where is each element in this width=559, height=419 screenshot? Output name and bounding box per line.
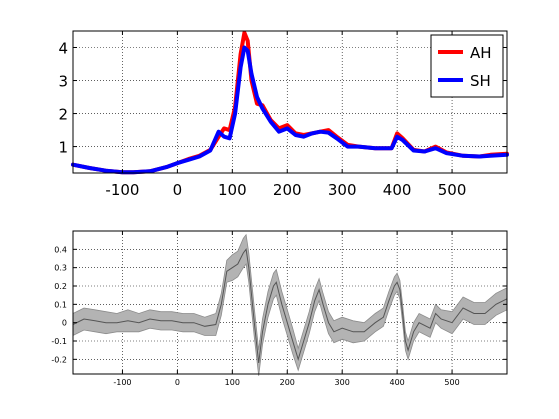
p2-xtick-label: 500 (444, 378, 459, 387)
p2-ytick-label: 0.2 (54, 282, 67, 291)
legend-label-ah: AH (470, 44, 492, 62)
legend: AH SH (430, 34, 504, 98)
bottom-panel: -100 0 100 200 300 400 500 -0.2 -0.1 0 0.1 0.2 0.3 0.… (51, 230, 508, 387)
bottom-plot-frame (72, 230, 508, 375)
top-series (71, 30, 509, 175)
p1-ytick-label: 3 (58, 73, 68, 91)
p2-ytick-label: 0 (62, 319, 67, 328)
p2-xtick-label: 400 (389, 378, 404, 387)
p1-xtick-label: 0 (173, 181, 183, 199)
p2-xtick-label: 100 (225, 378, 240, 387)
p1-xtick-label: 400 (383, 181, 412, 199)
top-plot-frame (72, 30, 508, 174)
mean-difference-line (72, 248, 508, 364)
p1-xtick-label: 500 (438, 181, 467, 199)
bottom-series (72, 248, 508, 364)
p1-ytick-label: 1 (58, 139, 68, 157)
p2-ytick-label: -0.1 (51, 337, 67, 346)
p1-ytick-label: 2 (58, 106, 68, 124)
p1-xtick-label: -100 (105, 181, 139, 199)
bottom-ticks: -100 0 100 200 300 400 500 -0.2 -0.1 0 0.1 0.2 0.3 0.… (51, 231, 507, 387)
p2-xtick-label: 0 (175, 378, 180, 387)
p1-xtick-label: 100 (218, 181, 247, 199)
p1-xtick-label: 200 (273, 181, 302, 199)
p2-ytick-label: 0.4 (54, 245, 67, 254)
p2-ytick-label: 0.3 (54, 264, 67, 273)
p2-xtick-label: 300 (335, 378, 350, 387)
top-panel: -100 0 100 200 300 400 500 1 2 3 4 AH SH (58, 30, 509, 199)
legend-box (430, 34, 504, 98)
series-line-sh (71, 45, 509, 175)
legend-label-sh: SH (470, 72, 491, 90)
top-ticks: -100 0 100 200 300 400 500 1 2 3 4 (58, 31, 507, 199)
p1-ytick-label: 4 (58, 40, 68, 58)
p2-xtick-label: -100 (113, 378, 131, 387)
p2-xtick-label: 200 (280, 378, 295, 387)
p1-xtick-label: 300 (328, 181, 357, 199)
p2-ytick-label: -0.2 (51, 355, 67, 364)
bottom-plot-area (73, 231, 507, 374)
p2-ytick-label: 0.1 (54, 300, 67, 309)
top-grid (73, 31, 507, 173)
